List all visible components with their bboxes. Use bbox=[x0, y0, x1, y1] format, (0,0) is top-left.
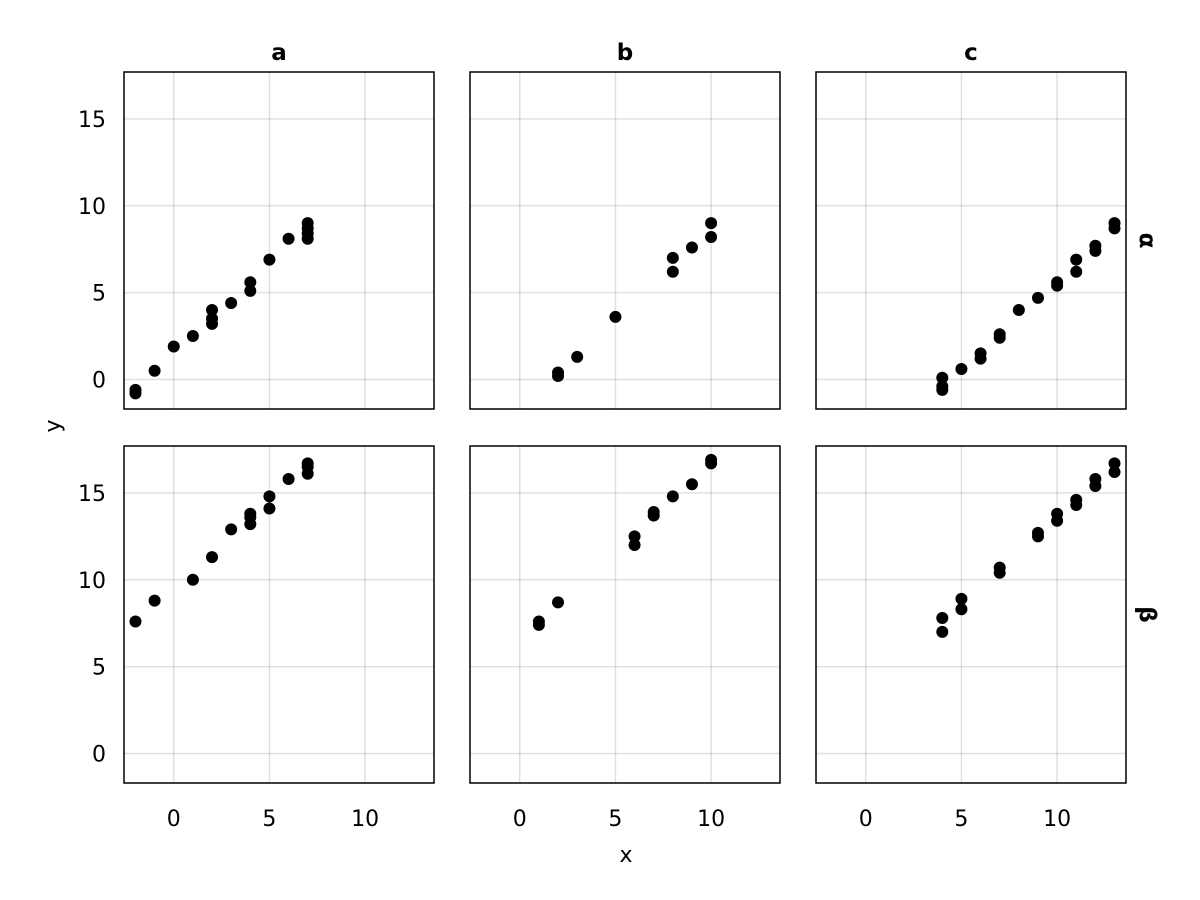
data-point bbox=[263, 502, 276, 515]
panel-frame bbox=[123, 445, 435, 784]
data-point bbox=[955, 603, 968, 616]
panel-b-alpha: b bbox=[469, 40, 781, 410]
data-point bbox=[936, 625, 949, 638]
data-point bbox=[186, 573, 199, 586]
data-point bbox=[282, 232, 295, 245]
x-tick-label: 10 bbox=[351, 807, 379, 832]
y-tick-label: 10 bbox=[78, 195, 106, 220]
column-title: c bbox=[964, 40, 978, 66]
y-tick-label: 15 bbox=[78, 108, 106, 133]
panel-a-alpha: 0 5 10 15 a bbox=[78, 40, 435, 410]
panel-c-beta: 0 5 10 β bbox=[815, 445, 1160, 832]
x-tick-label: 10 bbox=[697, 807, 725, 832]
data-point bbox=[666, 251, 679, 264]
data-point bbox=[532, 615, 545, 628]
data-point bbox=[1051, 507, 1064, 520]
y-axis-label: y bbox=[41, 419, 66, 432]
data-point bbox=[301, 217, 314, 230]
column-title: b bbox=[617, 40, 633, 66]
data-point bbox=[936, 380, 949, 393]
x-tick-label: 0 bbox=[167, 807, 181, 832]
data-point bbox=[206, 312, 219, 325]
data-point bbox=[244, 276, 257, 289]
panel-frame bbox=[469, 71, 781, 410]
data-point bbox=[993, 328, 1006, 341]
x-tick-label: 5 bbox=[262, 807, 276, 832]
y-tick-label: 0 bbox=[92, 742, 106, 767]
x-tick-label: 10 bbox=[1043, 807, 1071, 832]
data-point bbox=[225, 523, 238, 536]
data-point bbox=[552, 366, 565, 379]
data-point bbox=[628, 539, 641, 552]
data-point bbox=[974, 347, 987, 360]
data-point bbox=[955, 592, 968, 605]
x-tick-label: 0 bbox=[859, 807, 873, 832]
y-tick-label: 15 bbox=[78, 482, 106, 507]
row-title: α bbox=[1134, 233, 1160, 249]
data-point bbox=[955, 363, 968, 376]
panel-frame bbox=[123, 71, 435, 410]
panel-a-beta: 0 5 10 0 5 10 15 bbox=[78, 445, 435, 832]
panel-b-beta: 0 5 10 bbox=[469, 445, 781, 832]
data-point bbox=[301, 457, 314, 470]
data-point bbox=[244, 507, 257, 520]
data-point bbox=[225, 297, 238, 310]
data-point bbox=[705, 217, 718, 230]
data-point bbox=[666, 490, 679, 503]
data-point bbox=[705, 231, 718, 244]
data-point bbox=[1031, 291, 1044, 304]
data-point bbox=[263, 490, 276, 503]
data-point bbox=[685, 478, 698, 491]
data-point bbox=[1108, 217, 1121, 230]
data-point bbox=[186, 330, 199, 343]
data-point bbox=[993, 561, 1006, 574]
y-tick-label: 5 bbox=[92, 282, 106, 307]
data-point bbox=[1089, 473, 1102, 486]
data-point bbox=[609, 310, 622, 323]
data-point bbox=[936, 371, 949, 384]
data-point bbox=[206, 551, 219, 564]
data-point bbox=[1070, 253, 1083, 266]
data-point bbox=[148, 364, 161, 377]
data-point bbox=[148, 594, 161, 607]
data-point bbox=[167, 340, 180, 353]
data-point bbox=[206, 303, 219, 316]
panel-c-alpha: cα bbox=[815, 40, 1160, 410]
y-tick-label: 10 bbox=[78, 569, 106, 594]
data-point bbox=[705, 453, 718, 466]
data-point bbox=[129, 387, 142, 400]
y-tick-label: 0 bbox=[92, 368, 106, 393]
data-point bbox=[936, 611, 949, 624]
data-point bbox=[1108, 457, 1121, 470]
data-point bbox=[282, 473, 295, 486]
column-title: a bbox=[271, 40, 287, 66]
row-title: β bbox=[1134, 606, 1160, 622]
data-point bbox=[244, 284, 257, 297]
data-point bbox=[1031, 526, 1044, 539]
x-tick-label: 5 bbox=[608, 807, 622, 832]
data-point bbox=[552, 596, 565, 609]
data-point bbox=[666, 265, 679, 278]
data-point bbox=[129, 615, 142, 628]
data-point bbox=[628, 530, 641, 543]
data-point bbox=[1051, 276, 1064, 289]
panel-frame bbox=[815, 71, 1127, 410]
y-tick-label: 5 bbox=[92, 656, 106, 681]
data-point bbox=[1070, 493, 1083, 506]
data-point bbox=[685, 241, 698, 254]
x-axis-label: x bbox=[619, 843, 632, 868]
data-point bbox=[1108, 466, 1121, 479]
data-point bbox=[1070, 265, 1083, 278]
data-point bbox=[1012, 303, 1025, 316]
panel-frame bbox=[469, 445, 781, 784]
data-point bbox=[647, 506, 660, 519]
data-point bbox=[263, 253, 276, 266]
panel-frame bbox=[815, 445, 1127, 784]
data-point bbox=[571, 350, 584, 363]
x-tick-label: 5 bbox=[954, 807, 968, 832]
data-point bbox=[1089, 239, 1102, 252]
x-tick-label: 0 bbox=[513, 807, 527, 832]
